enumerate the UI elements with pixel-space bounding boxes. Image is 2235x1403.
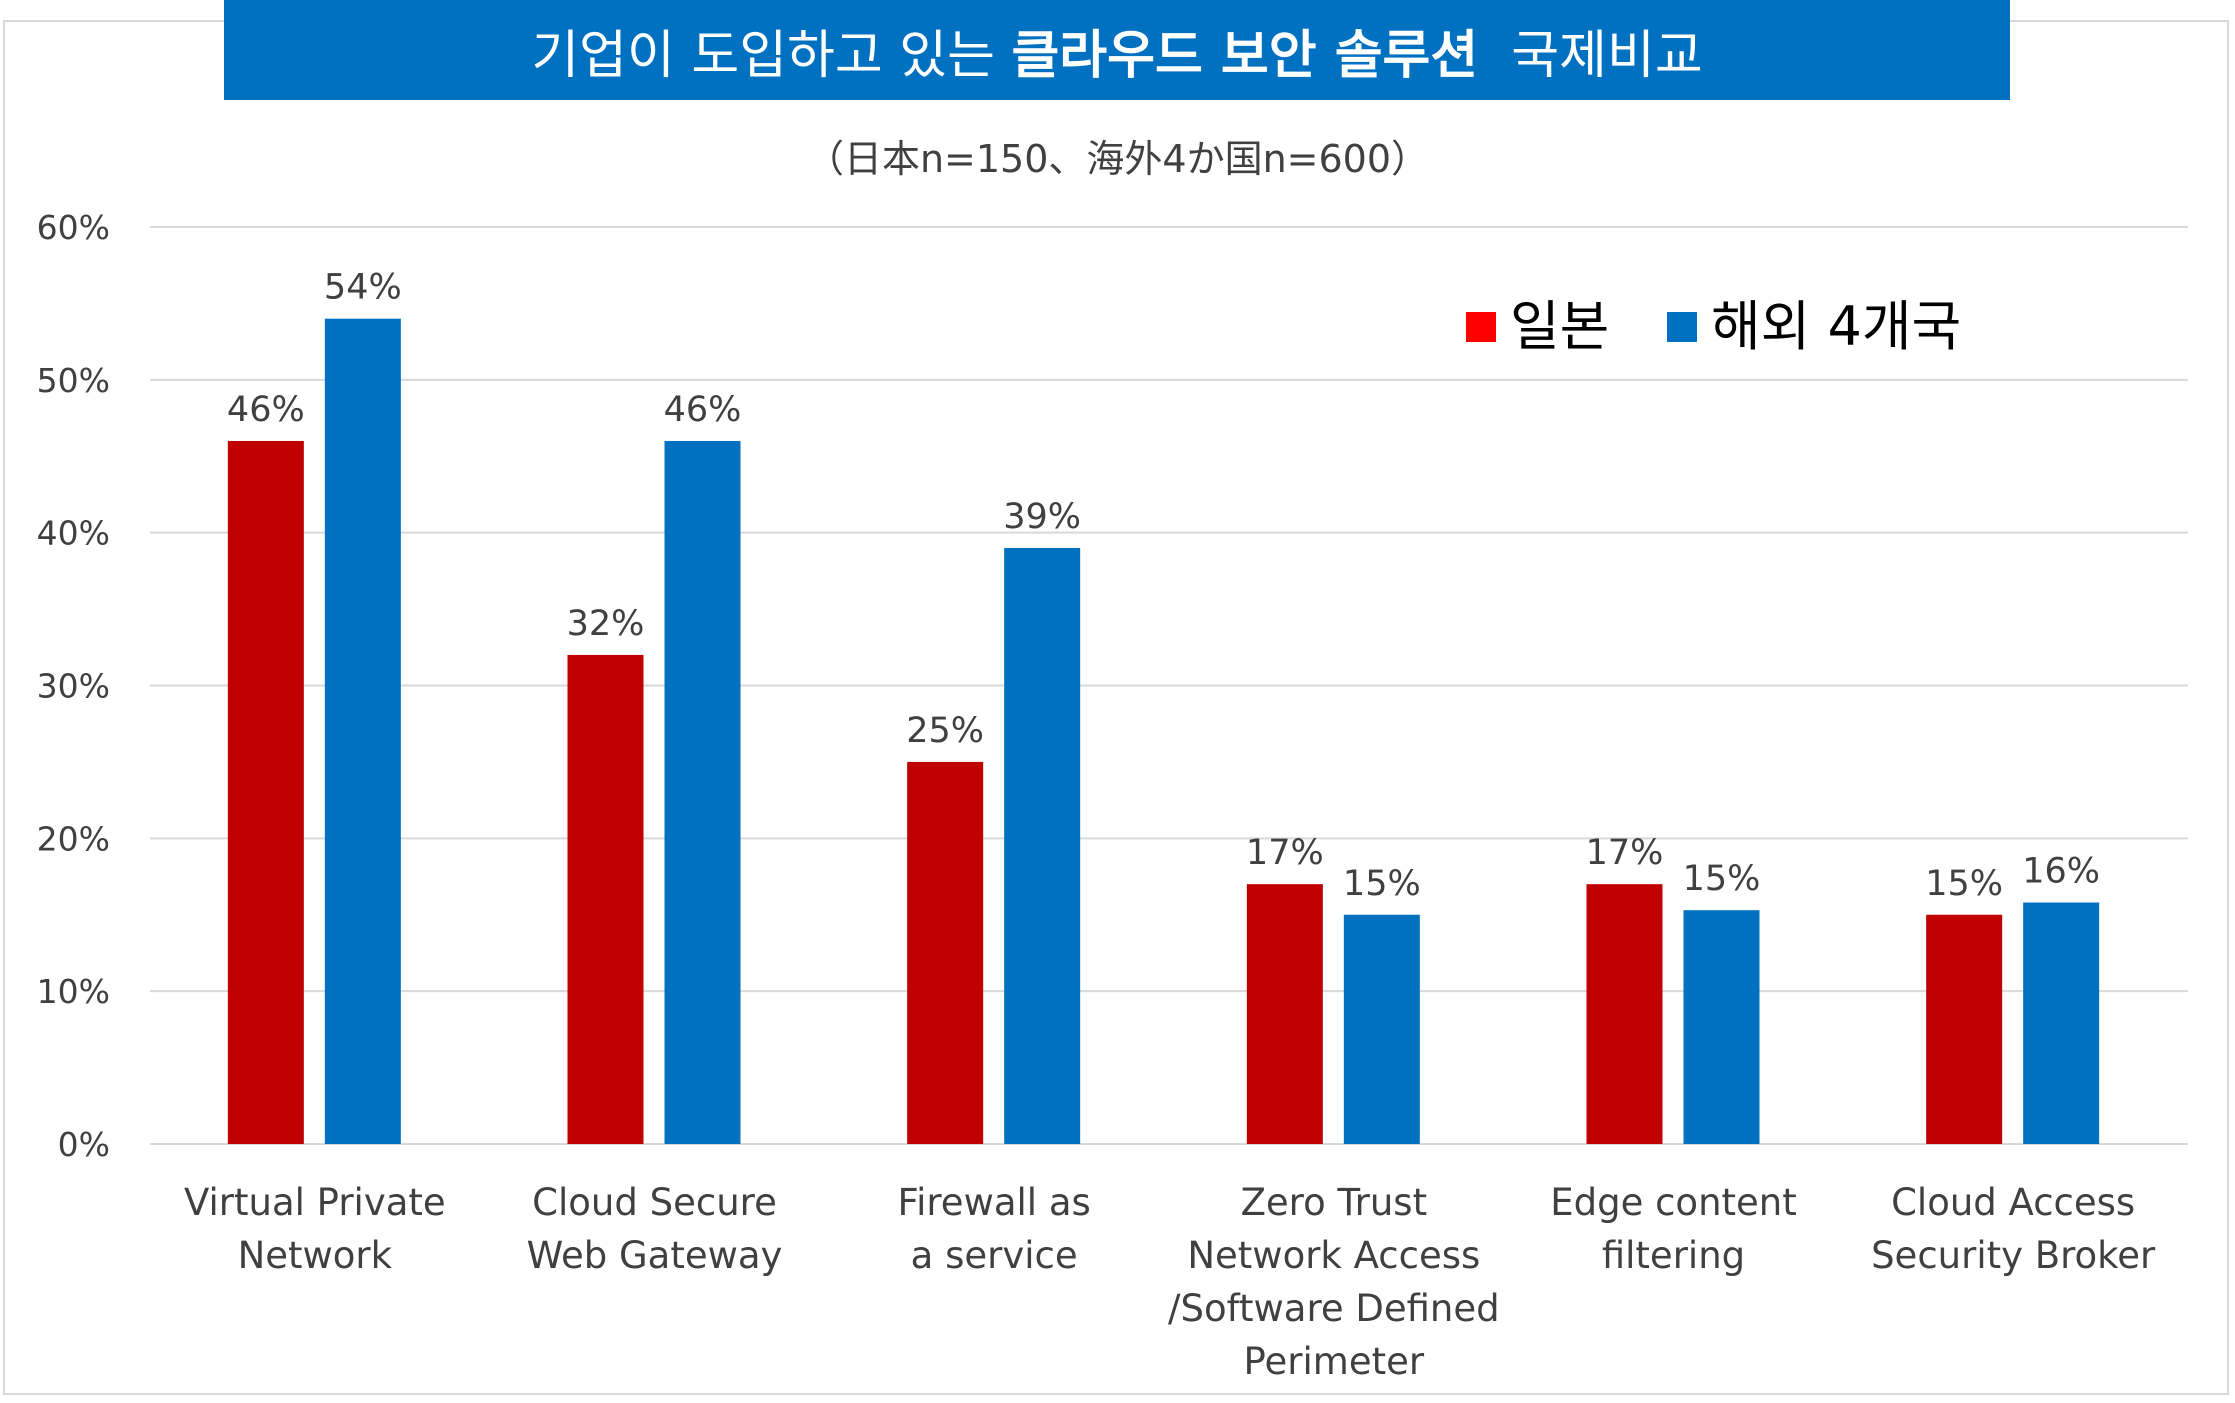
data-label: 17%: [1586, 833, 1664, 873]
category-label: Web Gateway: [527, 1234, 783, 1277]
category-label: /Software Defined: [1168, 1287, 1500, 1330]
y-tick-label: 60%: [37, 208, 110, 247]
title-part-1: 기업이 도입하고 있는: [531, 25, 1012, 86]
legend-swatch-overseas: [1667, 312, 1697, 342]
y-tick-label: 50%: [37, 361, 110, 400]
title-part-2: 국제비교: [1478, 25, 1703, 86]
bar-japan: [227, 440, 304, 1144]
y-tick-label: 40%: [37, 514, 110, 553]
data-label: 16%: [2022, 852, 2100, 892]
bar-japan: [1586, 884, 1663, 1144]
category-label: Cloud Access: [1891, 1181, 2135, 1224]
category-label: Network Access: [1187, 1234, 1480, 1277]
data-label: 54%: [324, 268, 402, 308]
data-label: 15%: [1683, 859, 1761, 899]
category-label: Cloud Secure: [532, 1181, 777, 1224]
bar-japan: [567, 654, 644, 1144]
y-tick-label: 10%: [37, 972, 110, 1011]
bar-overseas: [2023, 902, 2100, 1144]
data-label: 46%: [227, 390, 305, 430]
legend-swatch-japan: [1466, 312, 1496, 342]
data-label: 17%: [1246, 833, 1324, 873]
bar-overseas: [1683, 910, 1760, 1144]
category-label: Security Broker: [1871, 1234, 2156, 1277]
data-label: 39%: [1003, 497, 1081, 537]
category-label: Firewall as: [898, 1181, 1091, 1224]
bar-overseas: [1343, 914, 1420, 1144]
data-label: 15%: [1925, 864, 2003, 904]
bar-japan: [1926, 914, 2003, 1144]
bar-overseas: [324, 318, 401, 1144]
y-tick-label: 30%: [37, 667, 110, 706]
legend-label-overseas: 해외 4개국: [1711, 295, 1961, 358]
chart-title: 기업이 도입하고 있는 클라우드 보안 솔루션 국제비교: [224, 0, 2010, 100]
bar-japan: [1246, 884, 1323, 1144]
data-label: 32%: [567, 604, 645, 644]
bar-overseas: [664, 440, 741, 1144]
y-tick-label: 0%: [58, 1125, 110, 1164]
category-label: Virtual Private: [184, 1181, 446, 1224]
data-label: 25%: [906, 711, 984, 751]
chart-subtitle: （日本n=150、海外4か国n=600）: [805, 137, 1430, 181]
category-label: Network: [238, 1234, 393, 1277]
title-part-bold: 클라우드 보안 솔루션: [1011, 25, 1479, 86]
data-label: 15%: [1343, 864, 1421, 904]
category-label: Zero Trust: [1241, 1181, 1428, 1224]
bar-overseas: [1004, 547, 1081, 1144]
category-label: filtering: [1602, 1234, 1745, 1277]
category-label: Perimeter: [1244, 1340, 1425, 1383]
category-label: a service: [911, 1234, 1078, 1277]
bar-japan: [907, 761, 984, 1144]
data-label: 46%: [664, 390, 742, 430]
category-label: Edge content: [1550, 1181, 1797, 1224]
y-tick-label: 20%: [37, 819, 110, 858]
legend-label-japan: 일본: [1510, 295, 1609, 358]
